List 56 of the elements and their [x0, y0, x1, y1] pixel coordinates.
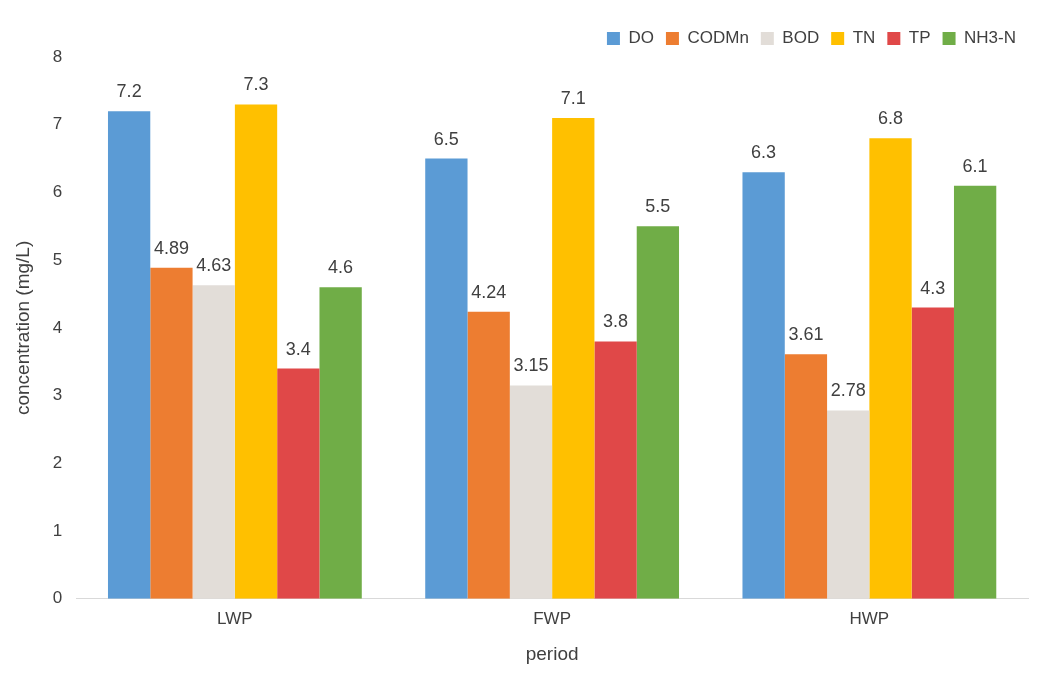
bar [869, 138, 912, 599]
data-label: 3.8 [603, 311, 629, 332]
data-label: 7.1 [560, 87, 586, 108]
bar [192, 285, 235, 599]
y-tick-label: 1 [52, 520, 63, 540]
bar [552, 117, 595, 599]
data-label: 6.5 [433, 128, 459, 149]
bar [467, 311, 510, 599]
legend-label: NH3-N [964, 28, 1017, 48]
y-tick-label: 6 [52, 182, 63, 202]
y-axis-title: concentration (mg/L) [11, 240, 33, 416]
bar [636, 226, 680, 599]
bar [911, 307, 954, 599]
bar [150, 267, 193, 599]
data-label: 7.3 [243, 74, 269, 95]
data-label: 3.4 [285, 338, 311, 359]
legend-label: TP [908, 28, 931, 48]
bar [319, 287, 362, 599]
y-tick-label: 4 [52, 317, 63, 337]
y-tick-label: 5 [52, 249, 63, 269]
bar [953, 185, 997, 599]
data-label: 2.78 [830, 380, 866, 401]
x-tick-label: HWP [849, 608, 890, 628]
bar [742, 172, 785, 599]
legend-label: TN [852, 28, 876, 48]
data-label: 3.61 [788, 324, 824, 345]
data-label: 6.1 [962, 155, 988, 176]
y-tick-label: 7 [52, 114, 63, 134]
y-tick-label: 2 [52, 453, 63, 473]
bar [594, 341, 637, 599]
legend-label: BOD [782, 28, 820, 48]
data-label: 6.8 [878, 108, 904, 129]
bar [425, 158, 468, 599]
data-label: 4.3 [920, 277, 946, 298]
bar [277, 368, 320, 599]
data-label: 3.15 [513, 355, 549, 376]
y-tick-label: 8 [52, 46, 63, 66]
bar [827, 410, 870, 599]
legend-label: CODMn [687, 28, 749, 48]
data-label: 4.6 [328, 257, 354, 278]
bar [107, 111, 151, 599]
data-label: 4.89 [153, 237, 189, 258]
x-tick-label: FWP [533, 608, 572, 628]
bar [784, 354, 828, 599]
data-label: 7.2 [116, 81, 142, 102]
x-tick-label: LWP [217, 608, 253, 628]
data-label: 4.63 [196, 255, 232, 276]
bar [234, 104, 278, 599]
data-label: 6.3 [751, 142, 777, 163]
x-axis-title: period [525, 642, 579, 664]
data-label: 5.5 [645, 196, 671, 217]
data-label: 4.24 [471, 281, 507, 302]
legend-label: DO [628, 28, 654, 48]
y-tick-label: 0 [52, 588, 63, 608]
y-tick-label: 3 [52, 385, 63, 405]
bar [509, 385, 553, 599]
